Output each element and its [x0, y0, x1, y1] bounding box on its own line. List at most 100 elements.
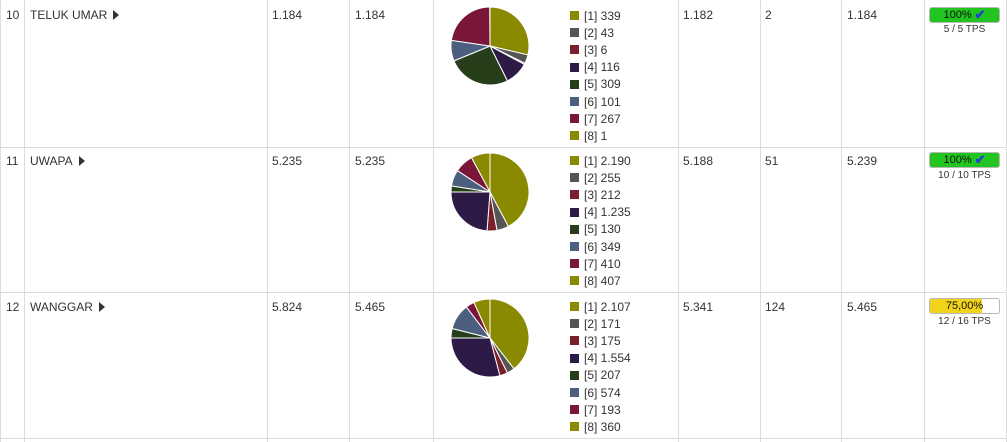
pie-legend: [1] 2.107 [2] 171 [3] 175 [4] 1.554 [5] 207 […: [570, 298, 631, 436]
legend-swatch: [570, 302, 579, 312]
legend-swatch: [570, 62, 579, 72]
column-divider: [924, 0, 925, 442]
legend-swatch: [570, 224, 579, 234]
value-col-4: 124: [765, 300, 786, 314]
legend-item: [5] 309: [570, 76, 621, 93]
value-col-5: 5.465: [847, 300, 878, 314]
row-divider: [0, 147, 1007, 148]
legend-label: [8] 407: [584, 273, 621, 288]
pie-slice: [489, 152, 530, 228]
legend-label: [4] 1.554: [584, 351, 631, 366]
legend-swatch: [570, 259, 579, 269]
legend-item: [2] 43: [570, 24, 621, 41]
legend-swatch: [570, 353, 579, 363]
region-name-toggle[interactable]: WANGGAR: [30, 300, 105, 314]
legend-item: [6] 101: [570, 93, 621, 110]
legend-swatch: [570, 173, 579, 183]
legend-label: [5] 130: [584, 222, 621, 237]
legend-swatch: [570, 11, 579, 21]
region-name: WANGGAR: [30, 300, 93, 314]
legend-swatch: [570, 190, 579, 200]
value-col-5: 5.239: [847, 154, 878, 168]
value-col-1: 1.184: [272, 8, 303, 22]
legend-item: [4] 1.554: [570, 350, 631, 367]
legend-item: [6] 574: [570, 384, 631, 401]
legend-item: [3] 212: [570, 186, 631, 203]
expand-caret-icon[interactable]: [98, 302, 105, 312]
legend-swatch: [570, 422, 579, 432]
column-divider: [678, 0, 679, 442]
legend-label: [2] 255: [584, 170, 621, 185]
legend-label: [7] 410: [584, 256, 621, 271]
column-divider: [349, 0, 350, 442]
legend-label: [2] 43: [584, 25, 615, 40]
legend-swatch: [570, 388, 579, 398]
legend-item: [5] 130: [570, 221, 631, 238]
column-divider: [267, 0, 268, 442]
legend-swatch: [570, 97, 579, 107]
legend-item: [3] 175: [570, 332, 631, 349]
tps-count: 10 / 10 TPS: [938, 170, 991, 181]
legend-label: [5] 207: [584, 368, 621, 383]
pie-slice: [450, 6, 491, 47]
region-name: TELUK UMAR: [30, 8, 108, 22]
legend-item: [7] 267: [570, 110, 621, 127]
column-divider: [433, 0, 434, 442]
legend-swatch: [570, 114, 579, 124]
legend-item: [8] 360: [570, 418, 631, 435]
legend-swatch: [570, 276, 579, 286]
legend-label: [4] 1.235: [584, 205, 631, 220]
legend-swatch: [570, 242, 579, 252]
legend-swatch: [570, 45, 579, 55]
column-divider: [0, 0, 1, 442]
progress-bar: 100% ✔: [929, 152, 1000, 168]
legend-swatch: [570, 79, 579, 89]
legend-item: [8] 1: [570, 127, 621, 144]
legend-item: [2] 171: [570, 315, 631, 332]
pie-slice: [450, 337, 501, 378]
legend-label: [6] 349: [584, 239, 621, 254]
region-name-toggle[interactable]: UWAPA: [30, 154, 85, 168]
row-divider: [0, 438, 1007, 439]
legend-label: [3] 212: [584, 187, 621, 202]
column-divider: [24, 0, 25, 442]
tps-count: 5 / 5 TPS: [943, 24, 986, 35]
legend-swatch: [570, 28, 579, 38]
legend-label: [3] 175: [584, 333, 621, 348]
progress-label: 100%: [943, 9, 972, 21]
legend-item: [1] 2.107: [570, 298, 631, 315]
pie-legend: [1] 2.190 [2] 255 [3] 212 [4] 1.235 [5] 130 […: [570, 152, 631, 290]
row-divider: [0, 292, 1007, 293]
legend-item: [3] 6: [570, 41, 621, 58]
legend-label: [1] 2.107: [584, 299, 631, 314]
legend-label: [7] 193: [584, 402, 621, 417]
legend-label: [6] 101: [584, 94, 621, 109]
legend-item: [2] 255: [570, 169, 631, 186]
legend-swatch: [570, 156, 579, 166]
row-number: 11: [6, 154, 19, 168]
legend-item: [8] 407: [570, 272, 631, 289]
vote-pie-chart: [450, 6, 530, 86]
progress-fill: [930, 153, 999, 167]
expand-caret-icon[interactable]: [78, 156, 85, 166]
value-col-3: 5.188: [683, 154, 714, 168]
pie-slice: [489, 298, 530, 370]
progress-bar: 75,00%: [929, 298, 1000, 314]
legend-item: [4] 116: [570, 59, 621, 76]
legend-swatch: [570, 131, 579, 141]
legend-swatch: [570, 319, 579, 329]
region-name-toggle[interactable]: TELUK UMAR: [30, 8, 120, 22]
value-col-5: 1.184: [847, 8, 878, 22]
legend-swatch: [570, 405, 579, 415]
legend-label: [5] 309: [584, 77, 621, 92]
progress-label: 100%: [943, 154, 972, 166]
row-number: 12: [6, 300, 20, 314]
region-name: UWAPA: [30, 154, 73, 168]
value-col-1: 5.235: [272, 154, 303, 168]
value-col-1: 5.824: [272, 300, 303, 314]
pie-legend: [1] 339 [2] 43 [3] 6 [4] 116 [5] 309 [6] 101 […: [570, 7, 621, 145]
expand-caret-icon[interactable]: [113, 10, 120, 20]
progress-fill: [930, 299, 982, 313]
legend-label: [2] 171: [584, 316, 621, 331]
pie-slice: [473, 298, 491, 339]
